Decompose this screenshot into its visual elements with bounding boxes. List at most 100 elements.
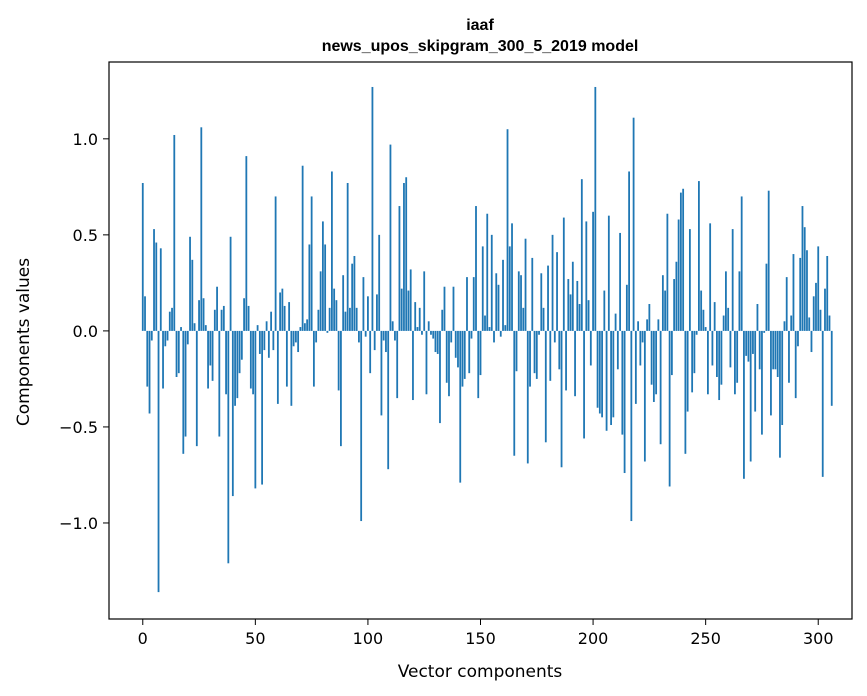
bar (574, 330, 576, 397)
bar (236, 330, 239, 399)
bar (364, 330, 367, 337)
bar (351, 263, 354, 331)
bar (270, 311, 273, 331)
bar (677, 219, 680, 331)
bar (544, 330, 547, 443)
bar (747, 330, 750, 362)
bar (274, 196, 277, 331)
bar (603, 290, 606, 331)
bar (324, 244, 327, 331)
bar (553, 330, 556, 343)
bar (594, 86, 597, 331)
bar (182, 330, 185, 454)
bar (576, 280, 579, 331)
bar (328, 307, 331, 331)
bar (249, 330, 252, 389)
bar (258, 330, 261, 354)
bar (457, 330, 459, 368)
bar (461, 330, 464, 387)
bar (468, 330, 471, 374)
bar (292, 330, 295, 347)
bar (797, 330, 799, 347)
bar (754, 330, 757, 412)
bar (396, 330, 399, 399)
bar (601, 330, 603, 418)
bar (596, 330, 599, 408)
x-axis-label: Vector components (398, 662, 563, 682)
bar (299, 327, 302, 331)
chart-title: iaaf (466, 17, 494, 34)
bar (776, 330, 779, 377)
bar (740, 196, 743, 331)
bar (220, 309, 223, 331)
y-tick-label: 1.0 (73, 130, 98, 149)
bar (585, 221, 588, 331)
bar (634, 330, 637, 404)
x-axis-ticks: 0 50 100 150 200 250 300 (138, 619, 834, 648)
bar (598, 330, 601, 414)
bar (646, 319, 649, 331)
bar (240, 330, 243, 360)
bar (159, 248, 162, 331)
bar (578, 304, 581, 331)
bar (630, 330, 633, 522)
x-tick-label: 0 (138, 629, 148, 648)
bar (256, 325, 259, 331)
bar (222, 305, 225, 331)
bar (150, 330, 153, 341)
bar (216, 286, 218, 331)
bar (657, 319, 660, 331)
bar (702, 309, 705, 331)
bar (267, 330, 270, 358)
bar (209, 330, 212, 366)
bar (378, 234, 381, 331)
bar (283, 305, 286, 331)
bar (141, 183, 144, 331)
bar (779, 330, 781, 458)
bar (281, 288, 284, 331)
bar (531, 257, 534, 331)
bar (535, 330, 538, 379)
bar (612, 330, 615, 418)
bar (515, 330, 518, 372)
bar (470, 330, 473, 339)
bar (688, 229, 691, 331)
bar (583, 330, 585, 439)
bar (490, 234, 493, 331)
bar (655, 330, 658, 395)
bar (781, 330, 784, 426)
bar (448, 330, 450, 397)
bar (337, 330, 340, 391)
bar (202, 298, 205, 331)
bar (155, 242, 158, 331)
bar (511, 223, 513, 331)
bar (790, 315, 793, 331)
bar (824, 288, 826, 331)
bar (175, 330, 178, 377)
bar (691, 330, 694, 393)
bar (650, 330, 653, 385)
bar (761, 330, 763, 435)
bar (317, 309, 320, 331)
bar (238, 330, 241, 374)
bar (445, 330, 448, 383)
bar (556, 252, 558, 331)
bar (234, 330, 236, 406)
chart-subtitle: news_upos_skipgram_300_5_2019 model (322, 38, 639, 55)
bar (403, 183, 405, 331)
bar (704, 327, 707, 331)
bar (177, 330, 180, 374)
bar (495, 273, 498, 331)
bar (540, 273, 543, 331)
bar (436, 330, 439, 354)
bar (166, 330, 169, 341)
bar (315, 330, 318, 343)
bar (819, 309, 822, 331)
bar (168, 311, 171, 331)
bar (684, 330, 687, 454)
bar (722, 315, 725, 331)
bar (567, 279, 570, 331)
bar (707, 330, 709, 395)
bar (828, 315, 831, 331)
